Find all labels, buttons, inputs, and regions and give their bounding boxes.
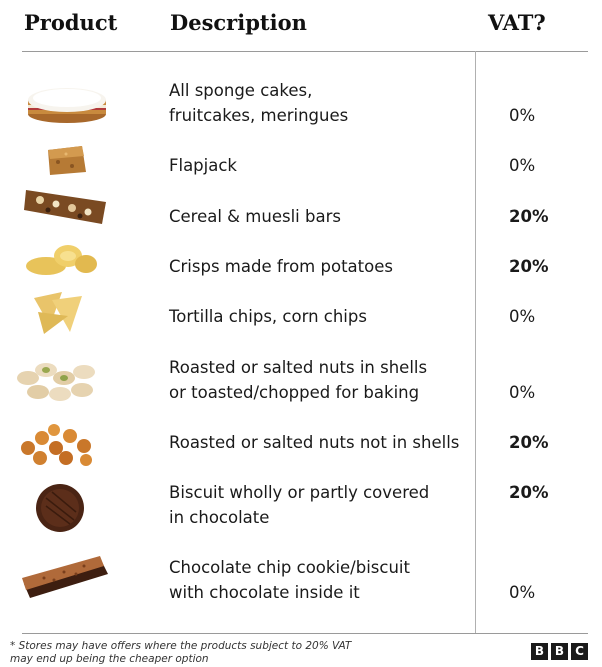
row-vat-rate: 0%	[509, 307, 536, 326]
peanuts-image	[21, 424, 92, 466]
row-description: All sponge cakes, fruitcakes, meringues	[169, 81, 349, 125]
potato-crisps-image	[26, 245, 97, 275]
column-divider	[475, 51, 476, 633]
chocolate-biscuit-image	[36, 484, 84, 532]
row-description: Chocolate chip cookie/biscuit with chocol…	[169, 558, 410, 602]
row-vat-rate: 0%	[509, 156, 536, 175]
row-vat-rate: 20%	[509, 207, 549, 226]
column-header-description: Description	[170, 10, 307, 35]
row-description: Roasted or salted nuts in shells or toast…	[169, 358, 428, 402]
row-description: Flapjack	[169, 156, 237, 175]
row-vat-rate: 20%	[509, 483, 549, 502]
row-description: Roasted or salted nuts not in shells	[169, 433, 460, 452]
footer-divider	[22, 633, 588, 634]
column-header-vat: VAT?	[488, 10, 546, 35]
row-description: Biscuit wholly or partly covered in choco…	[169, 483, 430, 527]
cookie-sandwich-image	[22, 556, 108, 598]
footnote: * Stores may have offers where the produ…	[10, 640, 352, 665]
row-vat-rate: 0%	[509, 583, 536, 602]
flapjack-image	[48, 146, 86, 175]
row-description: Crisps made from potatoes	[169, 257, 393, 276]
row-description: Cereal & muesli bars	[169, 207, 341, 226]
header-divider	[22, 51, 588, 52]
sponge-cake-image	[28, 88, 106, 123]
pistachios-image	[17, 363, 95, 401]
row-vat-rate: 0%	[509, 106, 536, 125]
tortilla-chips-image	[34, 292, 82, 334]
row-vat-rate: 0%	[509, 383, 536, 402]
row-description: Tortilla chips, corn chips	[169, 307, 367, 326]
row-vat-rate: 20%	[509, 433, 549, 452]
row-vat-rate: 20%	[509, 257, 549, 276]
cereal-bar-image	[24, 190, 106, 224]
column-header-product: Product	[24, 10, 118, 35]
